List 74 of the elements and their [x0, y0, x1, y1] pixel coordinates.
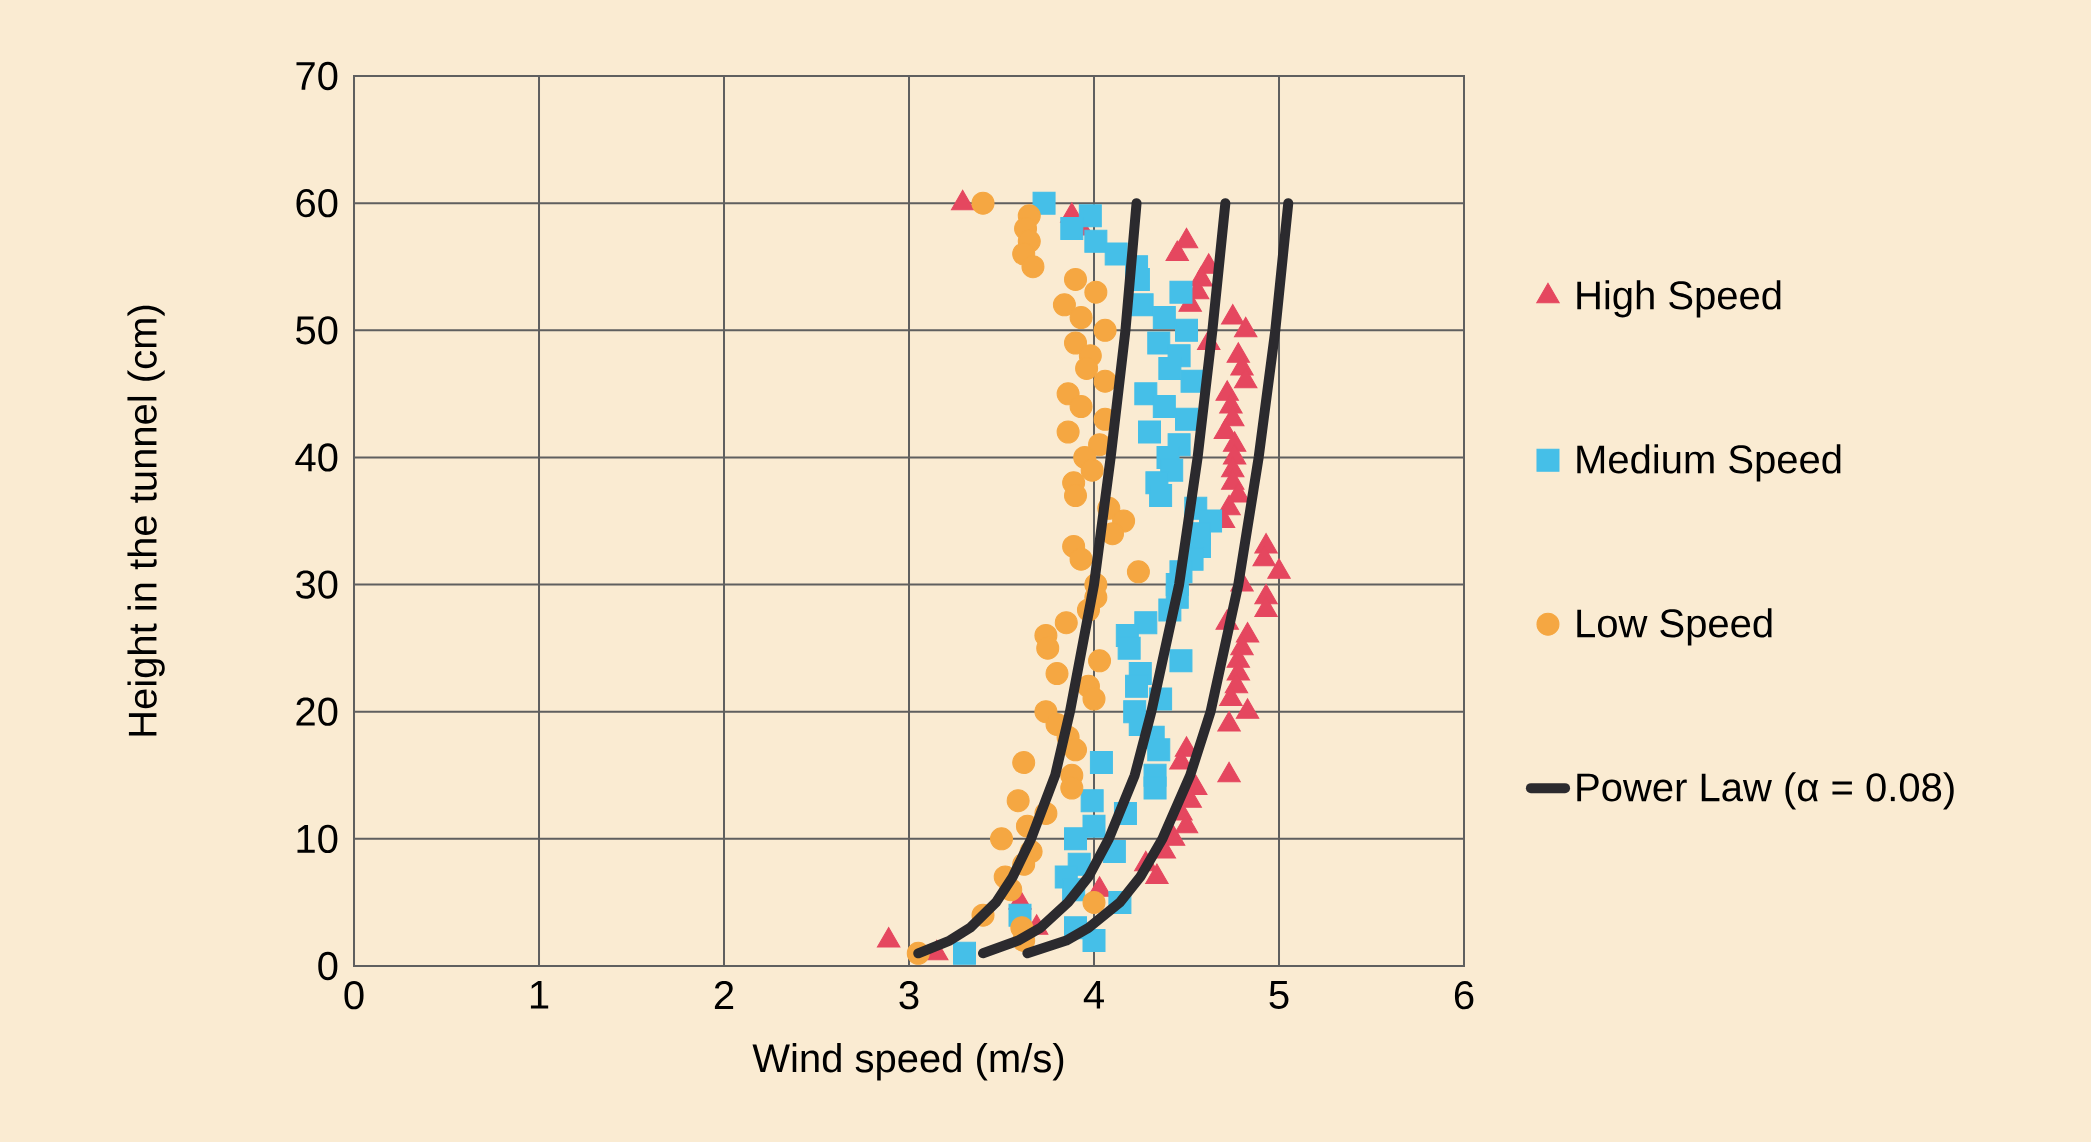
x-tick-label: 5	[1269, 981, 1289, 1009]
point	[1064, 827, 1088, 851]
point	[1064, 331, 1088, 355]
point	[1080, 789, 1104, 813]
point	[1082, 814, 1106, 838]
x-tick-label: 3	[899, 981, 919, 1010]
point	[1082, 929, 1106, 953]
point	[1125, 674, 1149, 698]
point	[1069, 395, 1093, 419]
point	[1134, 611, 1158, 635]
point	[1052, 293, 1076, 317]
point	[1064, 738, 1088, 762]
point	[990, 827, 1014, 851]
point	[1180, 369, 1204, 393]
point	[1056, 420, 1080, 444]
point	[1093, 369, 1117, 393]
point	[1126, 560, 1150, 584]
y-tick-label: 20	[296, 697, 338, 726]
x-tick-label: 4	[1083, 981, 1104, 1009]
point	[1158, 356, 1182, 380]
point	[1143, 776, 1167, 800]
point	[1088, 649, 1112, 673]
x-tick-label: 1	[530, 981, 549, 1009]
point	[971, 191, 995, 215]
point	[1175, 407, 1199, 431]
point	[1084, 280, 1108, 304]
point	[1078, 204, 1102, 228]
y-axis-title: Height in the tunnel (cm)	[127, 305, 165, 736]
point	[1147, 331, 1171, 355]
y-tick-label: 30	[295, 570, 338, 599]
point	[1134, 382, 1158, 406]
point	[1084, 229, 1108, 253]
point	[953, 941, 977, 965]
point	[1069, 547, 1093, 571]
y-tick-label: 70	[296, 61, 338, 91]
legend-label: Medium Speed	[1577, 444, 1841, 482]
x-axis-title: Wind speed (m/s)	[752, 1043, 1064, 1081]
point	[1006, 789, 1030, 813]
point	[1082, 687, 1106, 711]
y-tick-label: 60	[296, 188, 338, 218]
point	[1093, 318, 1117, 342]
point	[1104, 242, 1128, 266]
point	[1080, 458, 1104, 482]
point	[1054, 611, 1078, 635]
point	[1021, 255, 1045, 279]
y-tick-label: 40	[295, 443, 338, 472]
point	[1045, 662, 1069, 686]
point	[1138, 420, 1161, 444]
point	[1117, 636, 1141, 660]
point	[1152, 306, 1176, 330]
x-tick-label: 0	[344, 981, 364, 1010]
point	[1147, 738, 1171, 762]
x-tick-label: 6	[1454, 981, 1474, 1010]
legend-label: High Speed	[1577, 280, 1781, 318]
point	[1082, 890, 1106, 914]
point	[1169, 649, 1193, 673]
y-tick-label: 0	[318, 951, 338, 981]
point	[1089, 751, 1113, 775]
point	[1056, 382, 1080, 406]
point	[1012, 751, 1036, 775]
legend-label: Power Law (α = 0.08)	[1577, 772, 1954, 810]
point	[1149, 484, 1173, 508]
point	[1175, 318, 1199, 342]
point	[1075, 356, 1099, 380]
y-tick-label: 50	[296, 316, 338, 345]
point	[1169, 280, 1193, 304]
point	[1060, 217, 1084, 241]
point	[1064, 267, 1088, 291]
point	[1152, 395, 1176, 419]
point	[1130, 293, 1154, 317]
legend-label: Low Speed	[1577, 608, 1772, 646]
y-tick-label: 10	[297, 824, 338, 853]
point	[1069, 306, 1093, 330]
x-tick-label: 2	[714, 981, 734, 1009]
